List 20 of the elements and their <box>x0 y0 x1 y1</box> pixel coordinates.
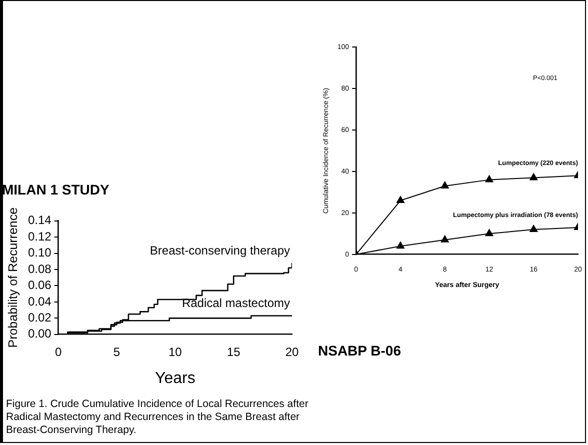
x-tick-label: 0 <box>55 344 62 359</box>
series-label: Breast-conserving therapy <box>150 243 290 258</box>
chart-title: MILAN 1 STUDY <box>2 181 110 198</box>
y-tick-label: 0.12 <box>28 229 52 244</box>
y-tick-label: 0.06 <box>28 278 52 292</box>
x-tick-label: 20 <box>285 344 299 359</box>
y-tick-label: 0.10 <box>28 246 52 260</box>
y-axis-title: Probability of Recurrence <box>6 207 20 348</box>
series-label: Radical mastectomy <box>182 296 290 310</box>
y-tick-label: 0.14 <box>28 213 52 228</box>
x-tick-label: 15 <box>226 344 241 359</box>
x-tick-label: 10 <box>168 344 182 359</box>
x-tick-label: 5 <box>113 344 120 359</box>
caption: Figure 1. Crude Cumulative Incidence of Local Recurrences after Radical Mastectomy and Recurrences in the Same Breast after Breast-Conserving Therapy. <box>6 398 310 437</box>
y-tick-label: 0.04 <box>28 294 52 308</box>
y-tick-label: 0.00 <box>28 326 52 341</box>
y-tick-label: 0.08 <box>28 262 52 276</box>
y-tick-label: 0.02 <box>28 310 52 324</box>
text: NSABP B-06 <box>318 342 402 358</box>
x-axis-title: Years <box>155 370 196 387</box>
